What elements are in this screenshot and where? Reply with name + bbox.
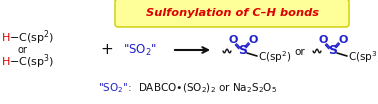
Text: O: O [318,35,328,45]
Text: "SO$_2$": "SO$_2$" [123,42,157,58]
Text: O: O [338,35,348,45]
Text: H: H [2,33,10,43]
Text: S: S [328,45,338,58]
Text: DABCO$\bullet$(SO$_2$)$_2$ or Na$_2$S$_2$O$_5$: DABCO$\bullet$(SO$_2$)$_2$ or Na$_2$S$_2… [138,81,277,95]
Text: C(sp$^3$): C(sp$^3$) [348,49,378,65]
Text: $-$C(sp$^2$): $-$C(sp$^2$) [9,29,54,47]
Text: "SO$_2$":: "SO$_2$": [98,81,132,95]
Text: H: H [2,57,10,67]
Text: Sulfonylation of C–H bonds: Sulfonylation of C–H bonds [146,8,319,18]
Text: O: O [248,35,258,45]
FancyBboxPatch shape [115,0,349,27]
Text: O: O [228,35,238,45]
Text: S: S [239,45,248,58]
Text: or: or [294,47,305,57]
Text: or: or [18,45,28,55]
Text: +: + [101,43,113,58]
Text: $-$C(sp$^3$): $-$C(sp$^3$) [9,53,54,71]
Text: C(sp$^2$): C(sp$^2$) [258,49,291,65]
